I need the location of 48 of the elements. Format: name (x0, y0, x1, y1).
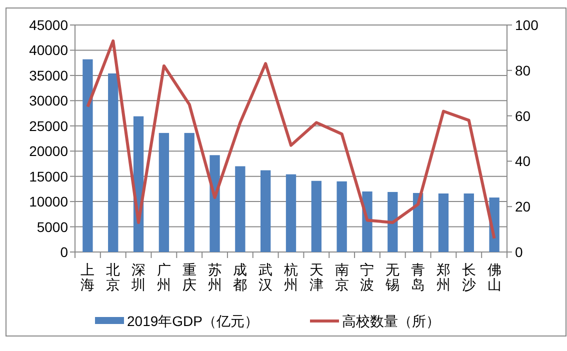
bar (336, 181, 347, 252)
y2-tick-label: 100 (515, 17, 539, 33)
y-tick-label: 15000 (29, 168, 68, 184)
x-tick-label: 广州 (156, 261, 171, 292)
y2-tick-label: 60 (515, 108, 531, 124)
bar (108, 73, 118, 252)
y-tick-label: 35000 (29, 67, 68, 84)
bar (235, 166, 246, 252)
x-tick-label: 上海 (80, 261, 95, 292)
y-tick-label: 20000 (29, 143, 68, 160)
y-tick-label: 45000 (29, 17, 68, 33)
y-tick-label: 30000 (29, 92, 68, 109)
y-tick-label: 10000 (29, 194, 68, 210)
x-tick-label: 南京 (334, 261, 349, 292)
x-tick-label: 佛山 (487, 261, 502, 292)
bar (184, 132, 194, 252)
x-tick-label: 青岛 (411, 261, 426, 292)
y2-tick-label: 0 (515, 244, 523, 260)
bar (438, 193, 449, 252)
bar (388, 192, 398, 252)
x-tick-label: 天津 (309, 261, 324, 292)
bar (286, 174, 296, 252)
bar (464, 193, 474, 252)
x-tick-label: 苏州 (208, 261, 222, 292)
bar (82, 59, 93, 252)
bar (260, 170, 271, 252)
legend-label: 2019年GDP（亿元） (127, 313, 258, 329)
x-tick-label: 成都 (233, 261, 248, 292)
x-tick-label: 北京 (106, 261, 120, 292)
y-tick-label: 25000 (29, 118, 68, 134)
line-series (86, 39, 496, 240)
legend-label: 高校数量（所） (342, 313, 440, 329)
x-tick-label: 重庆 (182, 261, 196, 292)
x-tick-label: 宁波 (360, 261, 374, 292)
y-tick-label: 0 (60, 244, 68, 260)
y2-tick-label: 80 (515, 62, 531, 78)
bar (158, 132, 170, 252)
x-tick-label: 杭州 (283, 261, 298, 292)
y-tick-label: 40000 (29, 42, 68, 58)
x-tick-label: 郑州 (436, 261, 450, 292)
x-tick-label: 长沙 (462, 261, 476, 292)
y2-tick-label: 20 (515, 198, 531, 215)
x-tick-label: 深圳 (130, 261, 146, 292)
y2-tick-label: 40 (515, 153, 531, 170)
bar (311, 180, 322, 252)
y-tick-label: 5000 (36, 218, 68, 235)
x-tick-label: 武汉 (258, 261, 273, 292)
x-tick-label: 无锡 (384, 261, 400, 292)
